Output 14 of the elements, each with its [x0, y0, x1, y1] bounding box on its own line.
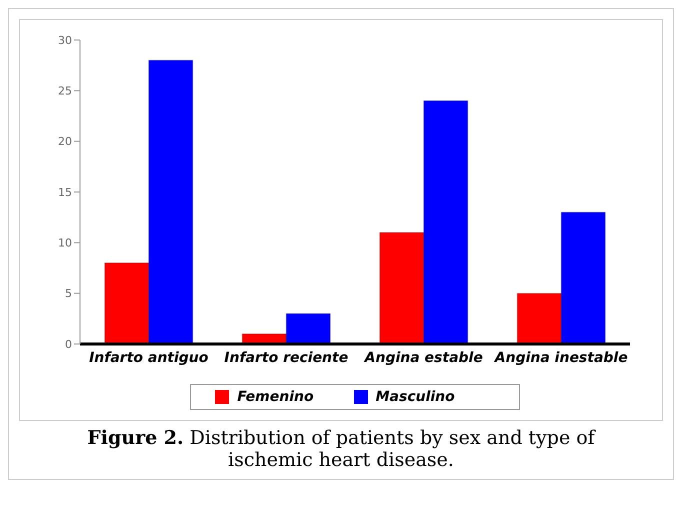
y-tick-label: 0	[65, 338, 72, 351]
x-tick-label: Angina estable	[364, 350, 483, 366]
y-tick-label: 20	[58, 135, 72, 148]
text: Figure 2. Distribution of patients by sex and type of ischemic heart disease.	[86, 426, 597, 473]
x-tick-label: Angina inestable	[494, 350, 628, 366]
legend-label: Masculino	[376, 389, 455, 405]
y-tick-label: 30	[58, 34, 72, 47]
y-tick-label: 10	[58, 236, 72, 250]
y-tick-label: 15	[58, 186, 72, 199]
y-tick-label: 5	[65, 287, 72, 300]
x-tick-label: Infarto reciente	[224, 350, 348, 366]
y-tick-label: 25	[58, 84, 72, 98]
x-tick-label: Infarto antiguo	[89, 350, 209, 366]
legend-label: Femenino	[237, 389, 314, 405]
